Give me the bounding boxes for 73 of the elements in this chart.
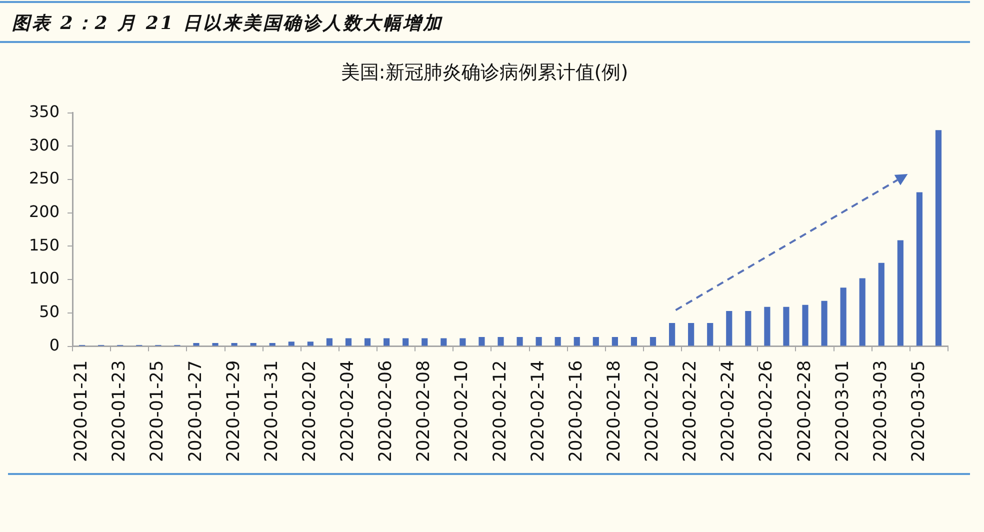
x-tick-label: 2020-03-01 xyxy=(832,360,853,462)
y-tick-label: 250 xyxy=(28,168,60,188)
bar xyxy=(212,342,218,346)
bar xyxy=(536,336,542,346)
bar xyxy=(574,336,580,346)
y-tick-label: 0 xyxy=(49,335,60,354)
x-tick-label: 2020-02-02 xyxy=(300,360,320,462)
bar xyxy=(326,338,333,346)
chart-title: 图表 2：2 月 21 日以来美国确诊人数大幅增加 xyxy=(12,12,444,35)
bar xyxy=(193,342,200,346)
x-tick-label: 2020-02-24 xyxy=(718,360,739,462)
x-tick-label: 2020-02-20 xyxy=(642,360,663,462)
bar xyxy=(859,278,866,346)
bar xyxy=(345,338,352,346)
x-tick-label: 2020-02-16 xyxy=(566,360,586,462)
bar xyxy=(554,336,561,346)
x-tick-label: 2020-02-14 xyxy=(528,360,548,462)
bar xyxy=(764,306,770,346)
x-tick-label: 2020-02-04 xyxy=(338,360,358,462)
x-tick-label: 2020-01-31 xyxy=(262,360,282,462)
x-tick-label: 2020-02-08 xyxy=(414,360,434,462)
bar xyxy=(384,338,390,346)
bar xyxy=(516,336,523,346)
x-tick-label: 2020-01-23 xyxy=(110,360,130,462)
y-tick-label: 50 xyxy=(39,302,60,322)
bar xyxy=(878,262,884,346)
bar xyxy=(402,338,409,346)
x-tick-label: 2020-02-26 xyxy=(756,360,777,462)
bar xyxy=(688,322,694,346)
bar xyxy=(612,336,618,346)
y-tick-label: 150 xyxy=(28,235,60,254)
y-tick-label: 350 xyxy=(28,102,60,121)
x-tick-label: 2020-03-05 xyxy=(909,360,929,462)
x-tick-label: 2020-02-28 xyxy=(794,360,815,462)
x-tick-label: 2020-01-21 xyxy=(72,360,92,462)
bar xyxy=(250,342,256,346)
bar xyxy=(498,336,504,346)
bar xyxy=(707,322,714,346)
x-tick-label: 2020-02-18 xyxy=(604,360,624,462)
bar xyxy=(231,342,238,346)
x-tick-label: 2020-02-12 xyxy=(490,360,510,462)
x-tick-label: 2020-02-10 xyxy=(452,360,472,462)
x-tick-label: 2020-02-06 xyxy=(376,360,396,462)
bar xyxy=(650,336,656,346)
bar xyxy=(821,300,828,346)
x-tick-label: 2020-03-03 xyxy=(870,360,891,462)
bar xyxy=(269,342,276,346)
bar xyxy=(364,338,371,346)
bar xyxy=(668,322,676,346)
x-tick-label: 2020-01-29 xyxy=(224,360,244,462)
bar xyxy=(935,130,942,346)
chart-subtitle: 美国:新冠肺炎确诊病例累计值(例) xyxy=(340,61,628,84)
bar xyxy=(783,306,790,346)
bar xyxy=(840,288,846,346)
x-tick-label: 2020-02-22 xyxy=(680,360,701,462)
bar xyxy=(460,338,466,346)
bar xyxy=(745,310,752,346)
bar xyxy=(422,338,428,346)
bar xyxy=(630,336,638,346)
bar xyxy=(288,342,294,346)
y-tick-label: 100 xyxy=(28,268,60,288)
y-tick-label: 200 xyxy=(28,202,60,222)
bar xyxy=(440,338,447,346)
bar xyxy=(592,336,599,346)
bar xyxy=(897,240,904,346)
y-tick-label: 300 xyxy=(28,135,60,154)
bar xyxy=(916,192,922,346)
x-tick-label: 2020-01-25 xyxy=(148,360,168,462)
bar xyxy=(478,336,485,346)
bar xyxy=(802,304,808,346)
bar xyxy=(726,310,732,346)
x-tick-label: 2020-01-27 xyxy=(186,360,206,462)
bar xyxy=(307,342,314,346)
